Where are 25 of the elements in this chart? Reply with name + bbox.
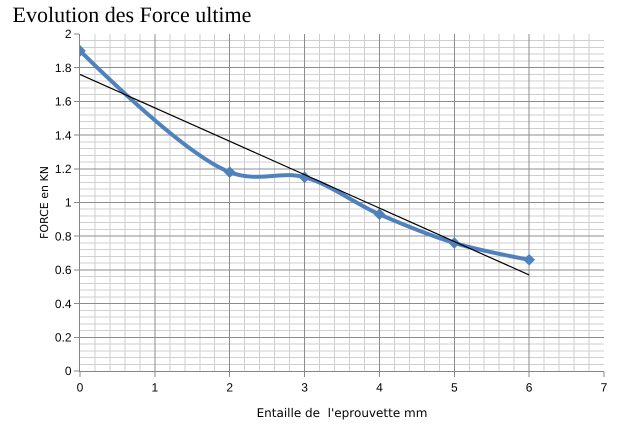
y-tick-label: 0.4 bbox=[54, 296, 72, 311]
x-tick-label: 5 bbox=[450, 380, 458, 394]
x-tick-label: 3 bbox=[301, 380, 308, 394]
x-tick-label: 1 bbox=[152, 380, 159, 394]
y-tick-label: 2 bbox=[64, 27, 72, 42]
point bbox=[374, 208, 386, 220]
y-tick-label: 1.8 bbox=[54, 60, 72, 75]
y-tick-label: 0.8 bbox=[54, 229, 72, 244]
y-tick-label: 1.6 bbox=[54, 94, 72, 109]
point bbox=[523, 254, 535, 266]
y-axis-title: FORCE en KN bbox=[38, 166, 51, 239]
y-tick-label: 0.2 bbox=[54, 330, 72, 344]
x-tick-label: 0 bbox=[76, 380, 84, 394]
x-tick-label: 4 bbox=[376, 380, 384, 394]
point bbox=[224, 166, 236, 178]
x-axis-title: Entaille de l'eprouvette mm bbox=[256, 406, 428, 420]
y-tick-label: 0 bbox=[64, 364, 72, 378]
y-tick-label: 0.6 bbox=[54, 263, 72, 278]
x-tick-label: 7 bbox=[600, 380, 608, 394]
y-tick-label: 1 bbox=[64, 196, 72, 210]
y-tick-label: 1.4 bbox=[54, 128, 72, 142]
x-tick-label: 6 bbox=[526, 380, 533, 394]
chart-title: Evolution des Force ultime bbox=[12, 2, 252, 28]
x-tick-label: 2 bbox=[226, 380, 234, 394]
y-tick-label: 1.2 bbox=[54, 162, 72, 176]
